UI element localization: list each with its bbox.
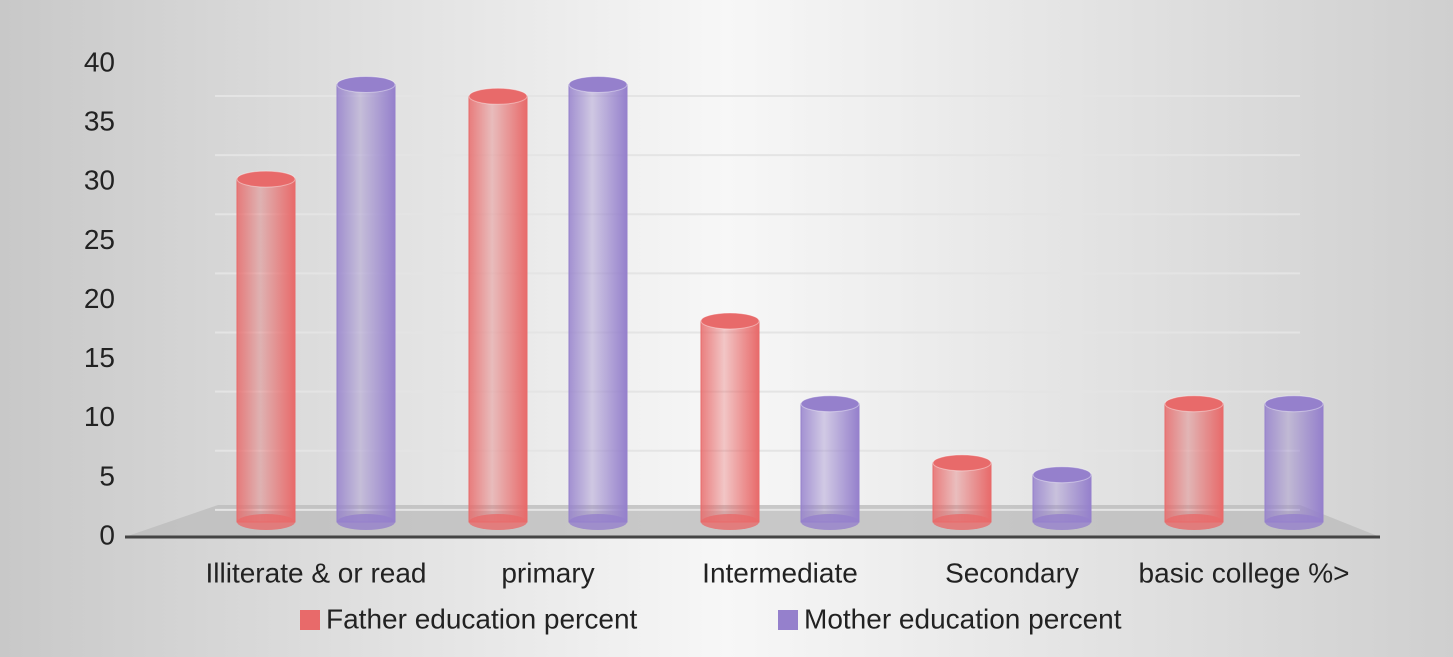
cylinder-base [337,514,395,530]
bar [336,75,396,530]
cylinder-top [568,75,628,93]
y-tick-label: 40 [84,46,115,77]
cylinder-body [468,95,528,523]
cylinder-top [1032,466,1092,484]
cylinder-top [468,87,528,105]
cylinder-top [932,454,992,472]
cylinder-body [932,462,992,523]
bar [1264,395,1324,530]
bar [1164,395,1224,530]
x-tick-label: primary [501,557,594,588]
bar [468,87,528,530]
cylinder-base [801,514,859,530]
bar [1032,466,1092,530]
cylinder-top [800,395,860,413]
x-tick-label: Secondary [945,557,1079,588]
bar [236,170,296,530]
cylinder-base [1265,514,1323,530]
cylinder-top [236,170,296,188]
y-tick-label: 30 [84,165,115,196]
bar [932,454,992,530]
bar [700,312,760,530]
cylinder-base [933,514,991,530]
x-tick-label: Intermediate [702,557,858,588]
cylinder-top [336,75,396,93]
cylinder-base [569,514,627,530]
cylinder-body [700,320,760,523]
y-tick-label: 5 [99,460,115,491]
bar [800,395,860,530]
cylinder-top [700,312,760,330]
y-tick-label: 10 [84,401,115,432]
y-tick-label: 25 [84,224,115,255]
cylinder-body [236,178,296,523]
legend-swatch [778,610,798,630]
x-tick-label: basic college %> [1139,557,1350,588]
cylinder-body [1164,403,1224,523]
cylinder-top [1164,395,1224,413]
cylinder-body [336,83,396,523]
bar [568,75,628,530]
cylinder-body [568,83,628,523]
cylinder-body [1264,403,1324,523]
cylinder-base [469,514,527,530]
legend-label: Mother education percent [804,603,1122,634]
cylinder-top [1264,395,1324,413]
y-tick-label: 15 [84,342,115,373]
legend-swatch [300,610,320,630]
x-tick-label: Illiterate & or read [206,557,427,588]
y-tick-label: 35 [84,106,115,137]
legend-label: Father education percent [326,603,638,634]
cylinder-base [701,514,759,530]
cylinder-base [237,514,295,530]
cylinder-body [800,403,860,523]
y-tick-label: 0 [99,519,115,550]
cylinder-base [1165,514,1223,530]
cylinder-base [1033,514,1091,530]
y-tick-label: 20 [84,283,115,314]
